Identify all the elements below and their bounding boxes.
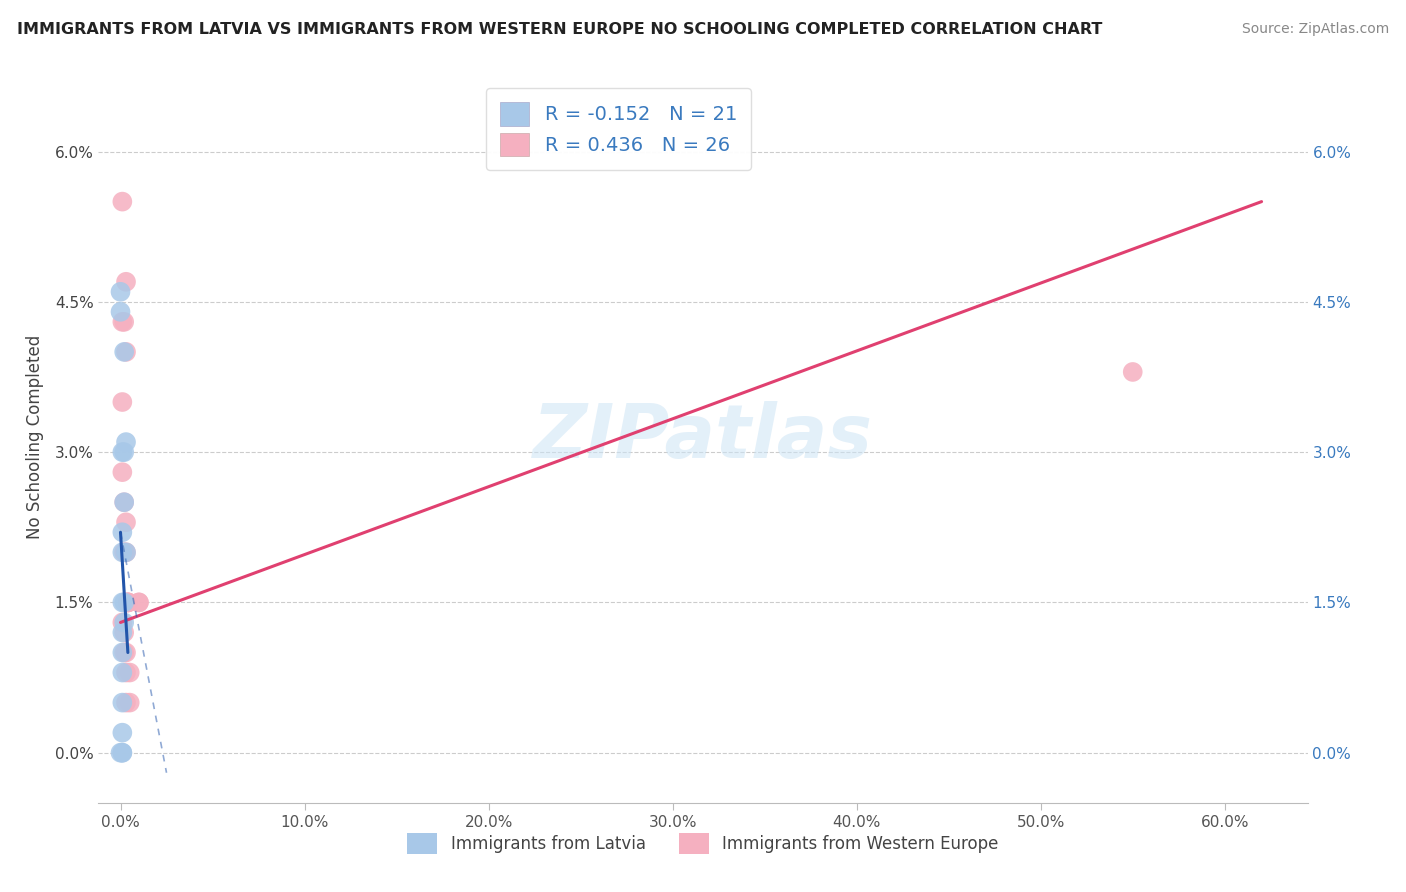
Point (111, 746, 134, 760)
Point (115, 515, 138, 529)
Point (112, 345, 135, 359)
Point (1122, 365, 1144, 379)
Point (112, 615, 135, 630)
Point (110, 305, 132, 319)
Point (115, 696, 138, 710)
Point (110, 285, 132, 299)
Point (112, 625, 135, 640)
Point (112, 646, 135, 660)
Point (118, 696, 141, 710)
Point (112, 545, 135, 559)
Point (111, 746, 134, 760)
Legend: Immigrants from Latvia, Immigrants from Western Europe: Immigrants from Latvia, Immigrants from … (401, 827, 1005, 860)
Point (111, 725, 134, 739)
Text: ZIPatlas: ZIPatlas (533, 401, 873, 474)
Text: Source: ZipAtlas.com: Source: ZipAtlas.com (1241, 22, 1389, 37)
Point (117, 595, 139, 609)
Point (111, 625, 134, 640)
Point (112, 445, 135, 459)
Point (115, 275, 138, 289)
Point (111, 445, 134, 459)
Point (117, 595, 139, 609)
Point (115, 345, 138, 359)
Point (111, 315, 134, 329)
Point (111, 696, 134, 710)
Point (115, 435, 138, 450)
Point (111, 525, 134, 540)
Text: IMMIGRANTS FROM LATVIA VS IMMIGRANTS FROM WESTERN EUROPE NO SCHOOLING COMPLETED : IMMIGRANTS FROM LATVIA VS IMMIGRANTS FRO… (17, 22, 1102, 37)
Point (118, 665, 141, 680)
Point (111, 545, 134, 559)
Point (128, 595, 150, 609)
Point (115, 545, 138, 559)
Y-axis label: No Schooling Completed: No Schooling Completed (25, 335, 44, 539)
Point (111, 595, 134, 609)
Point (111, 665, 134, 680)
Point (128, 595, 150, 609)
Point (111, 194, 134, 209)
Point (112, 595, 135, 609)
Point (111, 395, 134, 409)
Point (117, 595, 139, 609)
Point (115, 665, 138, 680)
Point (117, 595, 139, 609)
Point (111, 465, 134, 479)
Point (112, 495, 135, 509)
Point (112, 495, 135, 509)
Point (111, 615, 134, 630)
Point (115, 545, 138, 559)
Point (112, 315, 135, 329)
Point (115, 646, 138, 660)
Point (111, 646, 134, 660)
Point (110, 746, 132, 760)
